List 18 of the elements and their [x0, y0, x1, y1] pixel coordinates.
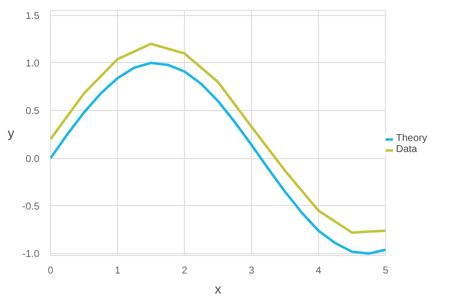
legend-label: Data [396, 144, 418, 155]
x-tick-label: 2 [182, 266, 188, 276]
legend-label: Theory [396, 133, 428, 144]
x-tick-label: 4 [316, 266, 322, 276]
x-tick-label: 0 [48, 266, 54, 276]
y-tick-label: 0.0 [26, 154, 40, 165]
x-tick-label: 5 [382, 266, 389, 276]
y-tick-label: 0.5 [26, 106, 40, 118]
line-series [50, 42, 386, 234]
x-axis-title: x [214, 282, 222, 296]
y-tick-label: -0.5 [22, 201, 40, 212]
line-series [50, 62, 386, 255]
y-tick-label: -1.0 [22, 249, 40, 260]
x-tick-label: 3 [248, 266, 255, 276]
y-axis-title: y [8, 126, 15, 140]
y-tick-label: 1.0 [26, 58, 40, 70]
y-tick-label: 1.5 [26, 10, 40, 22]
x-tick-label: 1 [114, 266, 121, 276]
